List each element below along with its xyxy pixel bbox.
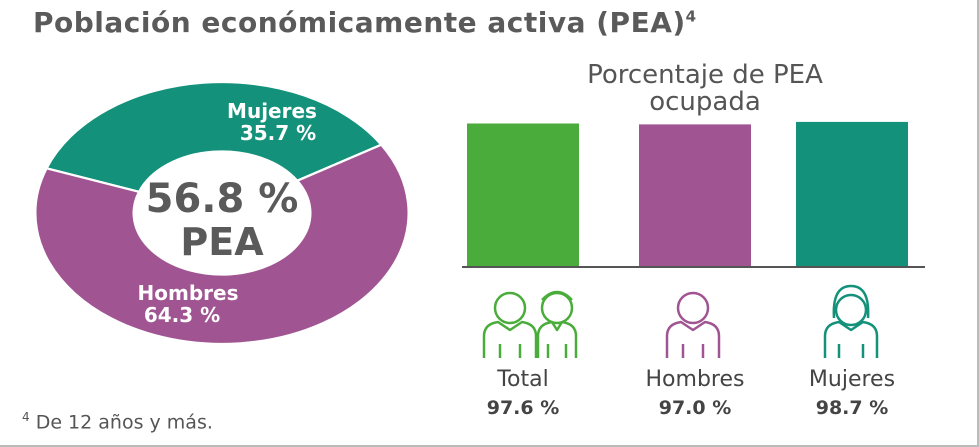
- icon-hombres: [665, 291, 721, 358]
- category-label: Mujeres: [809, 367, 895, 392]
- bar-title: Porcentaje de PEA ocupada: [587, 60, 823, 117]
- segment-value: 64.3 %: [144, 303, 220, 327]
- title: Población económicamente activa (PEA)4: [33, 6, 697, 39]
- segment-label: Mujeres: [227, 99, 317, 123]
- icon-mujeres: [823, 284, 879, 358]
- icons: [482, 284, 879, 358]
- footnote: 4 De 12 años y más.: [22, 410, 213, 433]
- footnote-text: De 12 años y más.: [35, 411, 213, 434]
- center-value: 56.8 %: [146, 176, 299, 222]
- bar: [467, 123, 579, 266]
- icon-total: [482, 290, 578, 358]
- value-label: 97.0 %: [659, 397, 732, 419]
- donut: [33, 81, 411, 345]
- donut-segment: [33, 143, 411, 345]
- bar: [639, 124, 751, 266]
- category-label: Total: [496, 367, 548, 392]
- donut-segment: [44, 81, 384, 194]
- category-label: Hombres: [646, 367, 745, 392]
- title-note: 4: [685, 7, 697, 26]
- segment-label: Hombres: [138, 281, 239, 305]
- value-label: 97.6 %: [487, 397, 560, 419]
- value-label: 98.7 %: [816, 397, 889, 419]
- segment-value: 35.7 %: [240, 121, 316, 145]
- footnote-mark: 4: [22, 410, 30, 424]
- center-text: PEA: [180, 220, 264, 264]
- bar: [796, 121, 908, 266]
- title-text: Población económicamente activa (PEA): [33, 6, 686, 39]
